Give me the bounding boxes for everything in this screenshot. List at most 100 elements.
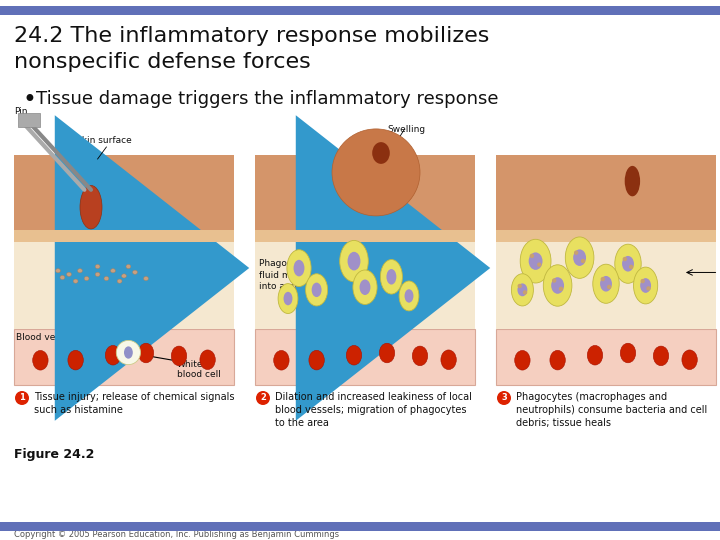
Text: nonspecific defense forces: nonspecific defense forces [14, 52, 311, 72]
Ellipse shape [588, 346, 603, 365]
Circle shape [537, 262, 541, 267]
Ellipse shape [55, 268, 60, 273]
Ellipse shape [312, 282, 322, 297]
Ellipse shape [84, 276, 89, 281]
Circle shape [623, 257, 627, 261]
Circle shape [629, 265, 634, 269]
Ellipse shape [332, 129, 420, 216]
Ellipse shape [359, 280, 371, 295]
Ellipse shape [573, 249, 586, 266]
Bar [14, 155, 234, 242]
Text: White
blood cell: White blood cell [177, 360, 220, 379]
Ellipse shape [105, 346, 121, 365]
Ellipse shape [621, 343, 636, 363]
Ellipse shape [284, 292, 292, 305]
Ellipse shape [95, 272, 100, 276]
Ellipse shape [104, 276, 109, 281]
Bar [255, 155, 475, 242]
Ellipse shape [353, 270, 377, 305]
Ellipse shape [305, 274, 328, 306]
Ellipse shape [640, 278, 651, 293]
Ellipse shape [126, 265, 131, 268]
Text: 3: 3 [501, 394, 507, 402]
Ellipse shape [138, 343, 153, 363]
Ellipse shape [32, 350, 48, 370]
Circle shape [117, 340, 140, 364]
Ellipse shape [278, 284, 298, 314]
Text: Tissue damage triggers the inflammatory response: Tissue damage triggers the inflammatory … [36, 90, 498, 108]
Ellipse shape [287, 249, 311, 287]
Ellipse shape [399, 281, 419, 311]
Text: Chemical
signals: Chemical signals [153, 302, 194, 322]
Ellipse shape [348, 252, 361, 271]
Ellipse shape [68, 350, 84, 370]
Ellipse shape [132, 270, 138, 274]
Ellipse shape [625, 166, 640, 197]
Ellipse shape [653, 346, 669, 366]
Ellipse shape [634, 267, 657, 304]
Text: Tissue injury; release of chemical signals
such as histamine: Tissue injury; release of chemical signa… [34, 392, 235, 415]
Bar [0, 6, 720, 15]
Bar [496, 230, 716, 242]
Circle shape [523, 290, 527, 295]
Ellipse shape [117, 279, 122, 283]
Ellipse shape [340, 240, 369, 282]
Bar [14, 242, 234, 329]
Text: Dilation and increased leakiness of local
blood vessels; migration of phagocytes: Dilation and increased leakiness of loca… [275, 392, 472, 428]
Ellipse shape [200, 350, 215, 369]
Ellipse shape [294, 260, 305, 276]
Ellipse shape [550, 350, 565, 370]
Bar [255, 242, 475, 329]
Ellipse shape [593, 264, 619, 303]
Circle shape [530, 254, 534, 258]
Ellipse shape [622, 256, 634, 272]
Ellipse shape [528, 252, 543, 270]
Ellipse shape [274, 350, 289, 370]
Ellipse shape [372, 142, 390, 164]
Ellipse shape [124, 346, 132, 359]
Ellipse shape [518, 284, 527, 296]
Bar [14, 230, 234, 242]
Ellipse shape [405, 289, 413, 302]
Text: Blood vessel: Blood vessel [16, 333, 73, 342]
Ellipse shape [66, 272, 71, 276]
Text: Pin: Pin [14, 107, 27, 116]
Ellipse shape [309, 350, 324, 370]
Circle shape [581, 259, 585, 263]
Ellipse shape [600, 276, 612, 292]
Bar [19, 113, 40, 127]
Ellipse shape [80, 185, 102, 229]
Circle shape [256, 391, 270, 405]
Ellipse shape [73, 279, 78, 283]
Ellipse shape [552, 277, 564, 294]
Ellipse shape [171, 346, 186, 366]
Circle shape [559, 287, 563, 291]
Text: Copyright © 2005 Pearson Education, Inc. Publishing as Benjamin Cummings: Copyright © 2005 Pearson Education, Inc.… [14, 530, 339, 539]
Circle shape [15, 391, 29, 405]
Ellipse shape [441, 350, 456, 369]
Ellipse shape [615, 244, 642, 284]
Text: Skin surface: Skin surface [76, 136, 131, 145]
Circle shape [518, 284, 522, 288]
Ellipse shape [60, 275, 65, 280]
Bar [496, 329, 716, 385]
Bar [496, 242, 716, 329]
Bar [496, 155, 716, 242]
Bar [255, 230, 475, 242]
Circle shape [647, 286, 651, 291]
Circle shape [574, 251, 578, 255]
Ellipse shape [122, 274, 127, 278]
Ellipse shape [413, 346, 428, 366]
Text: Figure 24.2: Figure 24.2 [14, 448, 94, 461]
Ellipse shape [95, 265, 100, 268]
Text: Phagocytes and
fluid move
into area: Phagocytes and fluid move into area [259, 259, 331, 291]
Circle shape [552, 278, 557, 283]
Ellipse shape [380, 260, 402, 294]
Ellipse shape [379, 343, 395, 363]
Ellipse shape [111, 268, 115, 273]
Bar [0, 522, 720, 531]
Circle shape [641, 279, 645, 284]
Ellipse shape [387, 269, 396, 285]
Bar [14, 329, 234, 385]
Ellipse shape [346, 346, 361, 365]
